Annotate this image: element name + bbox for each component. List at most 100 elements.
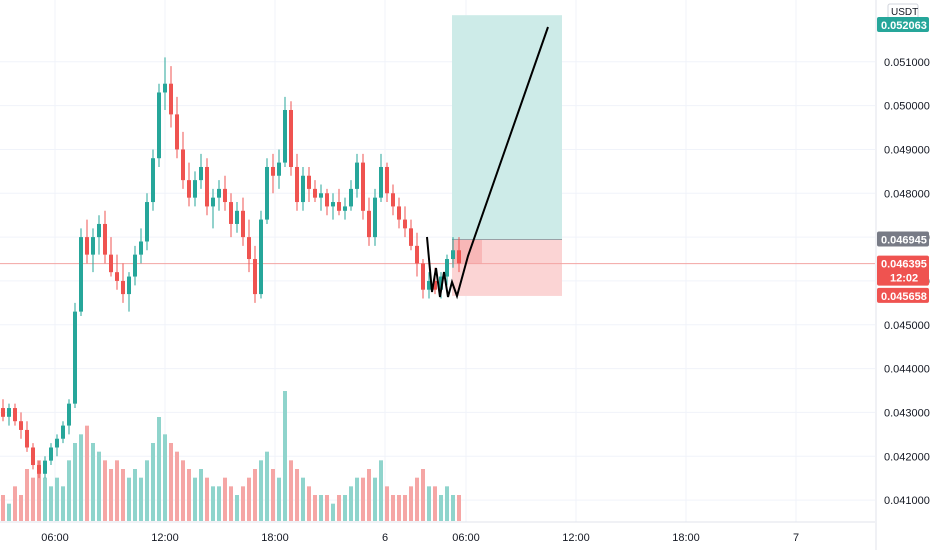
candle-body (307, 175, 311, 189)
candle-body (355, 162, 359, 189)
volume-bar (319, 495, 323, 521)
volume-bars (1, 391, 461, 521)
volume-bar (211, 486, 215, 521)
candle-body (415, 245, 419, 264)
volume-bar (445, 486, 449, 521)
volume-bar (241, 486, 245, 521)
y-tick-label: 0.042000 (884, 451, 930, 463)
candle-body (445, 259, 449, 277)
volume-bar (451, 495, 455, 521)
candle-body (241, 210, 245, 238)
volume-bar (205, 477, 209, 521)
candle-body (79, 237, 83, 312)
volume-bar (433, 486, 437, 521)
candle-body (19, 421, 23, 430)
candle-body (271, 166, 275, 176)
candle-body (325, 193, 329, 207)
volume-bar (103, 460, 107, 521)
candle-body (55, 438, 59, 448)
candle-body (199, 166, 203, 181)
volume-bar (409, 486, 413, 521)
candle-body (451, 250, 455, 260)
volume-bar (331, 503, 335, 521)
candle-body (175, 114, 179, 150)
candle-body (373, 197, 377, 238)
volume-bar (181, 460, 185, 521)
volume-bar (67, 460, 71, 521)
volume-bar (169, 443, 173, 521)
x-tick-label: 12:00 (562, 532, 590, 544)
y-tick-label: 0.044000 (884, 364, 930, 376)
volume-bar (13, 486, 17, 521)
candle-body (193, 180, 197, 198)
volume-bar (337, 495, 341, 521)
x-tick-label: 06:00 (452, 532, 480, 544)
target-badge: 0.052063 (877, 17, 929, 32)
volume-bar (43, 477, 47, 521)
candle-body (337, 202, 341, 211)
volume-bar (355, 477, 359, 521)
volume-bar (133, 469, 137, 521)
volume-bar (235, 495, 239, 521)
candle-body (349, 188, 353, 207)
candle-body (295, 166, 299, 203)
volume-bar (175, 451, 179, 521)
candle-body (61, 425, 65, 439)
candles (1, 57, 461, 479)
currency-label-text: USDT (891, 7, 918, 18)
candle-body (427, 280, 431, 290)
candle-body (1, 408, 5, 417)
candle-body (403, 219, 407, 229)
volume-bar (223, 477, 227, 521)
volume-bar (277, 477, 281, 521)
volume-bar (97, 451, 101, 521)
stop-badge-bg (877, 287, 929, 303)
candle-body (13, 408, 17, 422)
candle-body (7, 408, 11, 417)
candle-body (157, 92, 161, 159)
price-badges: USDT 0.052063 0.046945 0.046395 12:02 0.04565… (877, 3, 929, 303)
entry-badge-bg (877, 231, 929, 247)
candle-body (313, 188, 317, 198)
volume-bar (127, 477, 131, 521)
x-tick-label: 6 (382, 532, 388, 544)
candle-body (37, 465, 41, 474)
candle-body (97, 223, 101, 238)
currency-label: USDT (887, 3, 919, 20)
volume-bar (373, 477, 377, 521)
volume-bar (367, 469, 371, 521)
candle-body (121, 280, 125, 295)
volume-bar (415, 477, 419, 521)
candle-body (319, 193, 323, 198)
volume-bar (79, 434, 83, 521)
volume-bar (73, 443, 77, 521)
candle-body (217, 188, 221, 198)
volume-bar (325, 495, 329, 521)
y-tick-label: 0.048000 (884, 188, 930, 200)
y-tick-label: 0.051000 (884, 57, 930, 69)
y-tick-label: 0.050000 (884, 101, 930, 113)
candle-body (85, 237, 89, 255)
last-price-badge-bg (877, 255, 929, 286)
volume-bar (289, 460, 293, 521)
candle-body (247, 237, 251, 260)
volume-bar (385, 486, 389, 521)
volume-bar (49, 486, 53, 521)
volume-bar (391, 495, 395, 521)
projection-line (426, 26, 549, 300)
volume-bar (439, 495, 443, 521)
candle-body (283, 110, 287, 163)
stop-badge: 0.045658 (877, 287, 929, 303)
volume-bar (313, 495, 317, 521)
volume-bar (25, 469, 29, 521)
target-badge-text: 0.052063 (881, 20, 927, 32)
candle-body (103, 223, 107, 255)
candle-body (181, 149, 185, 181)
volume-bar (163, 434, 167, 521)
volume-bar (283, 391, 287, 521)
entry-badge-text: 0.046945 (881, 235, 927, 247)
candle-body (391, 193, 395, 207)
volume-bar (1, 495, 5, 521)
